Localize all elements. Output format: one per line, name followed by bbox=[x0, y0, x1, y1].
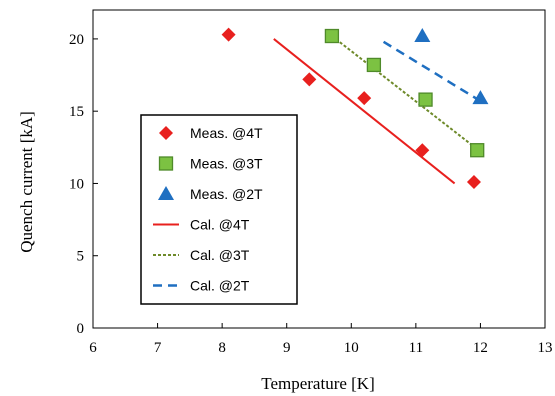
series-line-cal-2t bbox=[382, 40, 482, 103]
legend-label-cal-3t: Cal. @3T bbox=[190, 247, 250, 263]
data-point-meas-3t bbox=[366, 57, 382, 73]
data-point-meas-2t bbox=[414, 28, 431, 43]
y-tick-label: 5 bbox=[77, 249, 85, 265]
y-tick-label: 20 bbox=[69, 32, 84, 48]
legend-label-meas-3t: Meas. @3T bbox=[190, 156, 263, 172]
data-point-meas-4t bbox=[466, 175, 481, 190]
legend: Meas. @4T Meas. @3T Meas. @2T Cal. @4T Cal. … bbox=[140, 114, 298, 305]
data-point-meas-4t bbox=[302, 72, 317, 87]
legend-swatch-meas-2t bbox=[158, 186, 174, 200]
data-point-meas-4t bbox=[221, 27, 236, 42]
x-axis-title: Temperature [K] bbox=[261, 374, 375, 393]
data-point-meas-3t bbox=[324, 28, 340, 44]
x-tick-label: 10 bbox=[344, 340, 359, 356]
x-tick-label: 12 bbox=[473, 340, 488, 356]
data-point-meas-2t bbox=[472, 90, 489, 105]
y-tick-label: 0 bbox=[77, 321, 85, 337]
series-line-cal-3t bbox=[331, 35, 482, 153]
x-tick-label: 9 bbox=[283, 340, 291, 356]
x-tick-label: 13 bbox=[538, 340, 553, 356]
legend-label-cal-4t: Cal. @4T bbox=[190, 217, 250, 233]
x-tick-label: 11 bbox=[409, 340, 423, 356]
legend-label-meas-4t: Meas. @4T bbox=[190, 125, 263, 141]
y-tick-label: 15 bbox=[69, 104, 84, 120]
data-point-meas-3t bbox=[418, 92, 433, 107]
plot-frame bbox=[92, 9, 546, 329]
legend-box bbox=[140, 114, 298, 305]
series-line-cal-4t bbox=[273, 38, 456, 185]
data-point-meas-3t bbox=[470, 143, 485, 158]
legend-label-meas-2t: Meas. @2T bbox=[190, 186, 263, 202]
x-tick-label: 8 bbox=[218, 340, 226, 356]
data-point-meas-4t bbox=[357, 91, 372, 106]
legend-swatch-meas-3t bbox=[158, 156, 174, 171]
legend-swatch-meas-4t bbox=[159, 126, 173, 140]
y-axis-title: Quench current [kA] bbox=[17, 111, 36, 253]
y-tick-label: 10 bbox=[69, 176, 84, 192]
x-tick-label: 6 bbox=[89, 340, 97, 356]
x-tick-label: 7 bbox=[154, 340, 162, 356]
data-point-meas-4t bbox=[415, 143, 430, 158]
legend-label-cal-2t: Cal. @2T bbox=[190, 278, 250, 294]
